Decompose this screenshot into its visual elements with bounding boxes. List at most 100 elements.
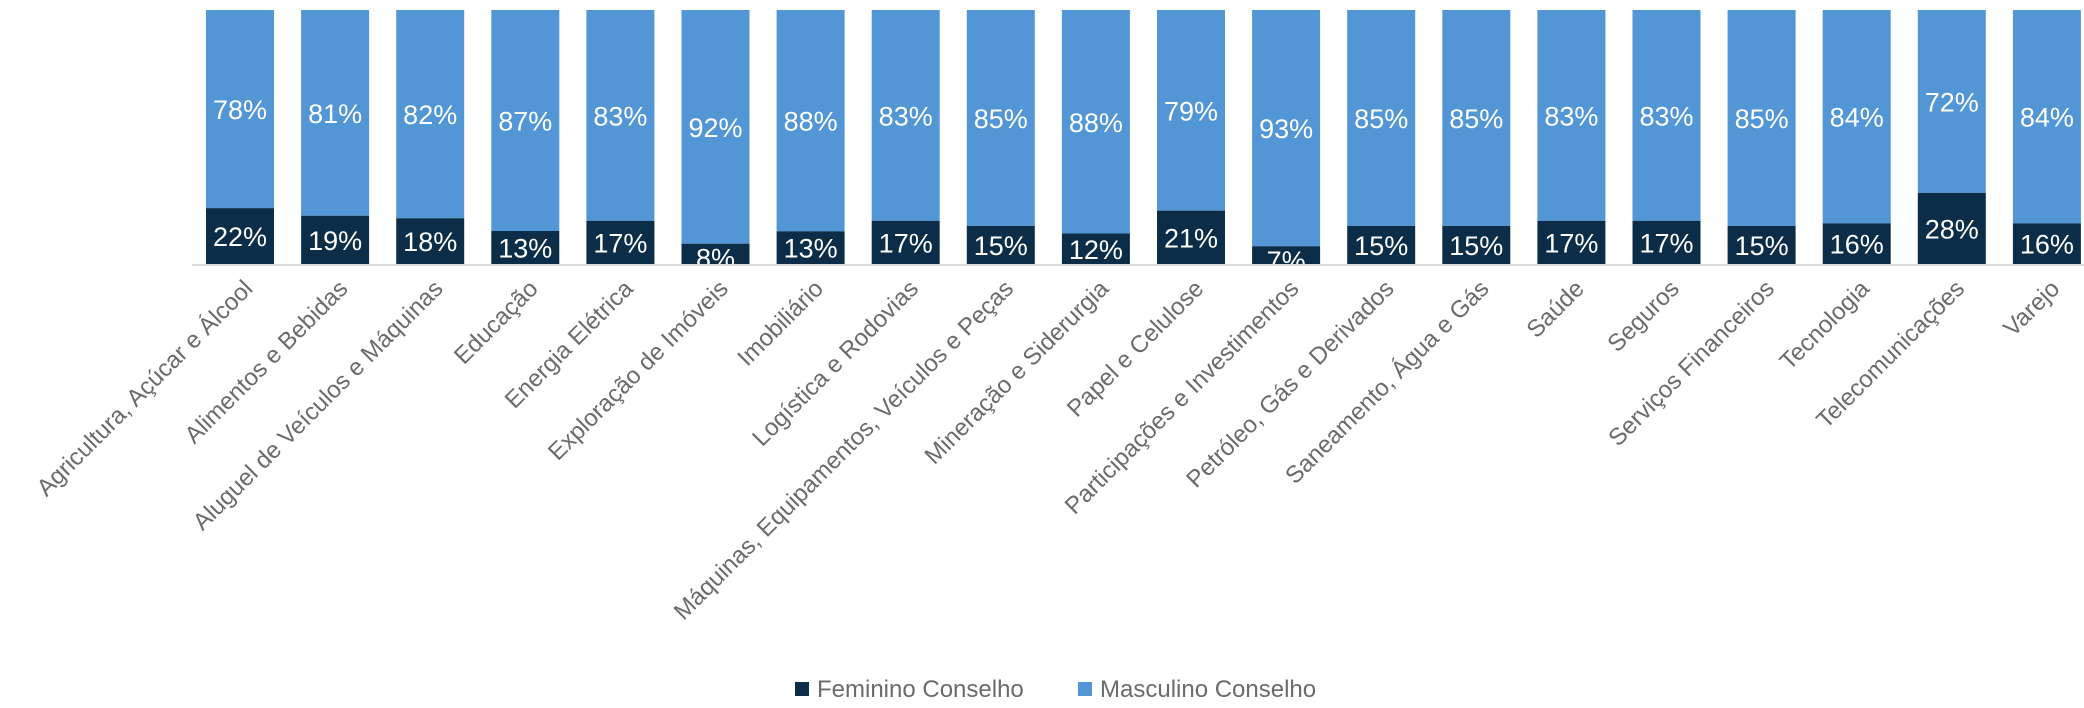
bar-masculino <box>966 10 1035 226</box>
bar-masculino <box>776 10 845 232</box>
bar-feminino <box>206 208 274 264</box>
data-label-feminino: 16% <box>1830 230 1884 260</box>
bar-masculino <box>1157 10 1225 211</box>
data-label-feminino: 28% <box>1925 214 1979 244</box>
bar-feminino <box>1537 220 1606 264</box>
data-label-masculino: 85% <box>974 104 1028 134</box>
bar-masculino <box>1632 10 1701 221</box>
legend-label-masculino: Masculino Conselho <box>1100 676 1316 703</box>
bar-feminino <box>776 231 845 264</box>
bar-feminino <box>396 218 465 264</box>
data-label-feminino: 22% <box>213 222 267 252</box>
bar-masculino <box>491 10 560 231</box>
data-label-feminino: 15% <box>1354 231 1408 261</box>
data-label-masculino: 83% <box>593 101 647 131</box>
legend-label-feminino: Feminino Conselho <box>817 676 1024 703</box>
data-label-masculino: 88% <box>1069 108 1123 138</box>
bar-masculino <box>681 10 750 244</box>
legend: Feminino Conselho Masculino Conselho <box>795 676 1316 703</box>
data-label-feminino: 17% <box>879 228 933 258</box>
category-label: Máquinas, Equipamentos, Veículos e Peças <box>669 275 1019 625</box>
bar-masculino <box>871 10 940 221</box>
data-label-feminino: 13% <box>498 233 552 263</box>
bar-masculino <box>1252 10 1321 247</box>
data-label-feminino: 16% <box>2020 230 2074 260</box>
bar-feminino <box>1632 220 1701 264</box>
data-label-masculino: 84% <box>2020 103 2074 133</box>
bar-masculino <box>396 10 465 219</box>
data-label-feminino: 17% <box>593 228 647 258</box>
legend-swatch-feminino <box>795 682 809 696</box>
data-label-masculino: 83% <box>1544 101 1598 131</box>
bar-feminino <box>1347 225 1416 264</box>
data-label-feminino: 21% <box>1164 223 1218 253</box>
data-label-masculino: 93% <box>1259 114 1313 144</box>
bar-feminino <box>1822 223 1891 264</box>
bar-feminino <box>1061 233 1130 264</box>
bar-feminino <box>966 225 1035 264</box>
data-label-feminino: 19% <box>308 226 362 256</box>
bar-masculino <box>206 10 274 209</box>
bar-masculino <box>1727 10 1796 226</box>
data-label-masculino: 72% <box>1925 87 1979 117</box>
data-label-masculino: 83% <box>879 101 933 131</box>
bar-feminino <box>1252 246 1321 264</box>
data-label-masculino: 82% <box>403 100 457 130</box>
data-label-feminino: 18% <box>403 227 457 257</box>
category-label: Serviços Financeiros <box>1603 275 1780 452</box>
category-label: Mineração e Siderurgia <box>920 275 1115 470</box>
bar-masculino <box>1822 10 1891 224</box>
data-label-feminino: 13% <box>784 234 838 264</box>
bar-feminino <box>491 230 560 264</box>
data-label-feminino: 12% <box>1069 235 1123 265</box>
data-label-masculino: 81% <box>308 99 362 129</box>
data-label-masculino: 79% <box>1164 96 1218 126</box>
bar-feminino <box>301 215 370 264</box>
category-label: Imobiliário <box>732 275 828 371</box>
category-label: Logística e Rodovias <box>747 275 924 452</box>
category-label: Alimentos e Bebidas <box>180 275 354 449</box>
data-label-masculino: 85% <box>1354 104 1408 134</box>
bar-masculino <box>2012 10 2081 224</box>
legend-swatch-masculino <box>1078 682 1092 696</box>
bar-feminino <box>1442 225 1511 264</box>
bar-feminino <box>2012 223 2081 264</box>
data-label-feminino: 15% <box>974 231 1028 261</box>
category-label: Tecnologia <box>1775 275 1876 376</box>
category-label: Exploração de Imóveis <box>543 275 734 466</box>
bar-masculino <box>301 10 370 216</box>
category-label: Saúde <box>1521 275 1589 343</box>
data-label-feminino: 8% <box>696 244 735 274</box>
category-label: Seguros <box>1602 275 1684 357</box>
category-label: Varejo <box>1998 275 2065 342</box>
data-label-masculino: 83% <box>1639 101 1693 131</box>
data-label-masculino: 88% <box>784 107 838 137</box>
category-label: Saneamento, Água e Gás <box>1280 275 1494 489</box>
bar-feminino <box>871 220 940 264</box>
data-label-masculino: 85% <box>1449 104 1503 134</box>
data-label-feminino: 17% <box>1544 228 1598 258</box>
data-label-masculino: 87% <box>498 106 552 136</box>
bar-feminino <box>681 243 750 264</box>
bar-feminino <box>586 220 655 264</box>
bar-feminino <box>1727 225 1796 264</box>
bar-masculino <box>1442 10 1511 226</box>
category-label: Educação <box>449 275 544 370</box>
data-label-feminino: 15% <box>1449 231 1503 261</box>
data-label-masculino: 85% <box>1735 104 1789 134</box>
bars-group: 78% 22% 81% 19% 82% 18% 87% 13% 83% 17% 92% 8% 88% 13… <box>206 10 2081 276</box>
data-label-feminino: 17% <box>1639 228 1693 258</box>
data-label-feminino: 15% <box>1735 231 1789 261</box>
bar-masculino <box>1061 10 1130 234</box>
bar-masculino <box>1537 10 1606 221</box>
data-label-masculino: 92% <box>688 113 742 143</box>
bar-masculino <box>586 10 655 221</box>
bar-masculino <box>1347 10 1416 226</box>
data-label-masculino: 78% <box>213 95 267 125</box>
bar-feminino <box>1157 210 1225 264</box>
bar-masculino <box>1917 10 1986 193</box>
data-label-masculino: 84% <box>1830 103 1884 133</box>
data-label-feminino: 7% <box>1267 246 1306 276</box>
